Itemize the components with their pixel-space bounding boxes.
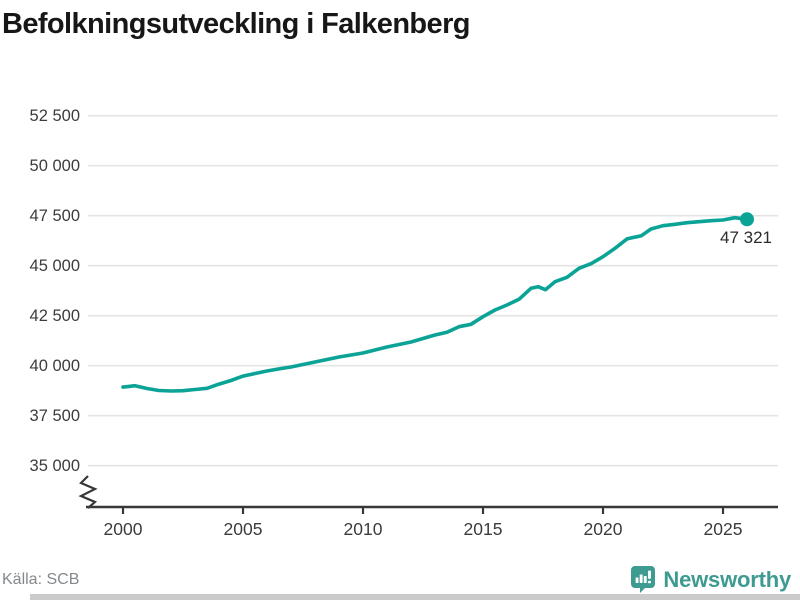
chart-title: Befolkningsutveckling i Falkenberg [2, 8, 470, 40]
x-tick-label: 2005 [224, 519, 263, 539]
x-tick-label: 2015 [464, 519, 503, 539]
population-line-chart: 52 500 50 000 47 500 45 000 42 500 40 000 37 5… [30, 107, 778, 539]
x-tick-label: 2010 [344, 519, 383, 539]
population-line [121, 215, 749, 393]
y-tick-label: 52 500 [30, 107, 80, 125]
latest-value-dot [740, 212, 754, 227]
y-tick-label: 40 000 [30, 357, 80, 375]
y-tick-label: 42 500 [30, 307, 80, 325]
y-tick-label: 47 500 [30, 207, 80, 225]
y-axis-break-icon [78, 475, 98, 509]
x-tick-label: 2020 [584, 519, 623, 539]
y-tick-label: 45 000 [30, 257, 80, 275]
x-tick-label: 2000 [104, 519, 143, 539]
newsworthy-wordmark: Newsworthy [663, 566, 791, 592]
y-tick-label: 50 000 [30, 157, 80, 175]
newsworthy-logo[interactable]: Newsworthy [631, 566, 791, 593]
y-tick-label: 35 000 [30, 457, 80, 475]
window-bottom-edge [30, 594, 800, 600]
y-tick-label: 37 500 [30, 407, 80, 425]
source-attribution: Källa: SCB [2, 571, 80, 588]
latest-value-label: 47 321 [720, 228, 772, 247]
x-tick-label: 2025 [704, 519, 743, 539]
newsworthy-chart-bubble-icon [631, 566, 656, 593]
